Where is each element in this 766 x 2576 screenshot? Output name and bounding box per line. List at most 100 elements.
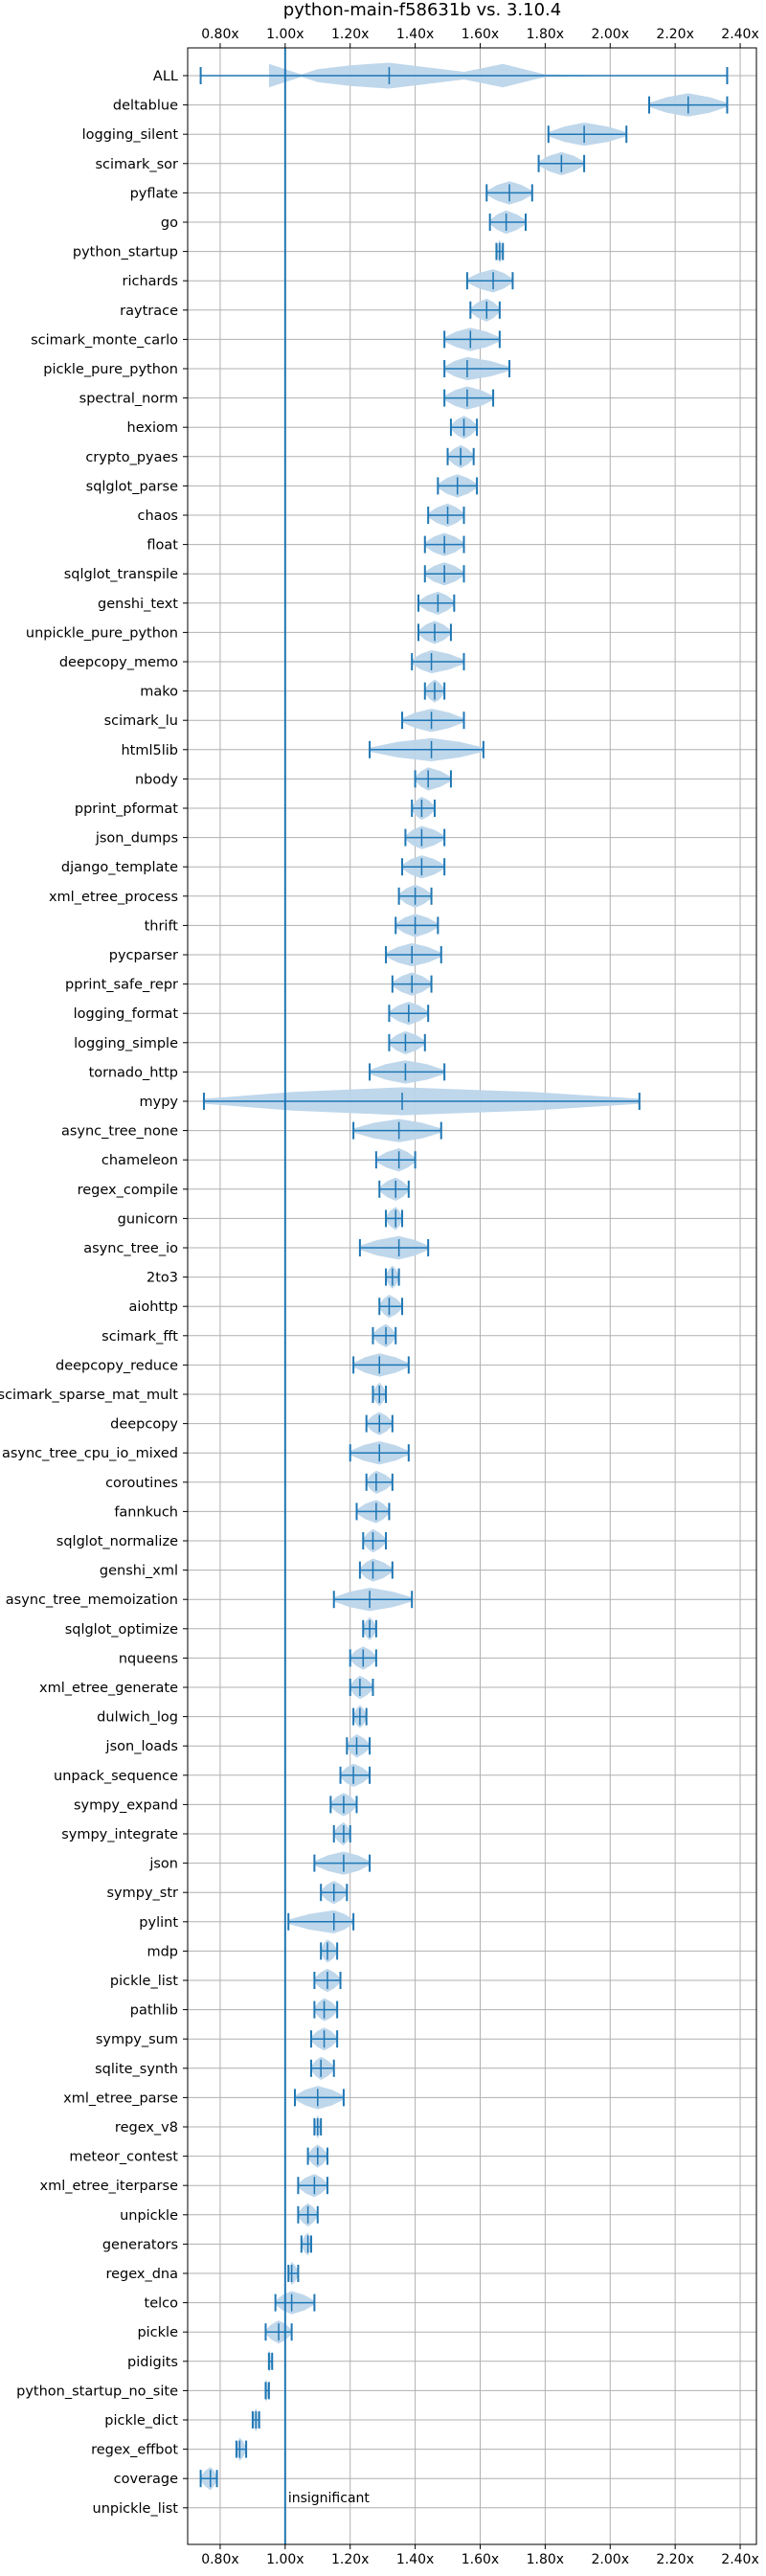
benchmark-label: pycparser — [109, 948, 178, 963]
benchmark-label: async_tree_cpu_io_mixed — [2, 1446, 178, 1461]
benchmark-label: gunicorn — [118, 1211, 178, 1227]
benchmark-label: json — [148, 1857, 178, 1872]
benchmark-label: xml_etree_iterparse — [40, 2179, 179, 2194]
benchmark-label: json_loads — [105, 1739, 178, 1754]
benchmark-label: scimark_sor — [95, 157, 178, 172]
benchmark-label: mdp — [146, 1944, 178, 1959]
benchmark-label: deltablue — [113, 99, 178, 114]
benchmark-label: chaos — [138, 508, 178, 524]
x-tick-label-top: 1.20x — [331, 27, 369, 42]
benchmark-label: deepcopy_reduce — [56, 1358, 178, 1373]
benchmark-label: nqueens — [119, 1651, 178, 1666]
benchmark-label: genshi_xml — [100, 1564, 178, 1579]
benchmark-label: sympy_expand — [74, 1797, 178, 1813]
x-tick-label-top: 2.00x — [592, 27, 629, 42]
benchmark-label: sqlglot_normalize — [56, 1534, 178, 1549]
benchmark-label: logging_silent — [82, 127, 179, 143]
benchmark-label: unpickle_pure_python — [26, 625, 178, 641]
benchmark-label: meteor_contest — [69, 2150, 178, 2165]
benchmark-label: dulwich_log — [97, 1710, 178, 1726]
x-tick-label-bottom: 2.20x — [656, 2552, 693, 2567]
benchmark-label: sqlglot_transpile — [64, 567, 178, 582]
benchmark-label: coverage — [114, 2472, 178, 2487]
x-tick-label-top: 2.20x — [656, 27, 693, 42]
benchmark-label: deepcopy_memo — [59, 655, 178, 670]
benchmark-label: pickle_list — [110, 1974, 178, 1989]
benchmark-label: python_startup — [73, 245, 178, 260]
benchmark-label: pickle — [137, 2325, 178, 2340]
benchmark-label: sympy_str — [107, 1886, 179, 1901]
benchmark-label: spectral_norm — [79, 392, 178, 407]
x-tick-label-bottom: 1.80x — [527, 2552, 564, 2567]
benchmark-label: sympy_sum — [96, 2032, 178, 2047]
benchmark-label: scimark_sparse_mat_mult — [0, 1388, 178, 1403]
x-tick-label-top: 1.60x — [462, 27, 499, 42]
benchmark-label: thrift — [145, 918, 179, 934]
benchmark-label: json_dumps — [95, 831, 178, 847]
benchmark-label: generators — [102, 2237, 178, 2252]
x-tick-label-top: 2.40x — [721, 27, 758, 42]
benchmark-label: scimark_lu — [104, 713, 178, 729]
x-tick-label-bottom: 1.40x — [396, 2552, 434, 2567]
benchmark-label: genshi_text — [98, 597, 178, 612]
benchmark-label: pyflate — [130, 186, 178, 201]
insignificant-annotation: insignificant — [288, 2491, 371, 2506]
benchmark-label: raytrace — [120, 304, 178, 319]
benchmark-label: deepcopy — [110, 1417, 178, 1433]
benchmark-label: tornado_http — [89, 1065, 178, 1080]
x-tick-label-top: 1.40x — [396, 27, 434, 42]
benchmark-label: xml_etree_process — [49, 890, 178, 905]
chart-title: python-main-f58631b vs. 3.10.4 — [283, 0, 561, 20]
benchmark-label: float — [146, 538, 178, 554]
benchmark-label: fannkuch — [114, 1504, 178, 1520]
benchmark-label: pylint — [139, 1915, 178, 1931]
x-tick-label-top: 1.00x — [266, 27, 304, 42]
benchmark-label: unpickle_list — [93, 2501, 179, 2517]
benchmark-label: xml_etree_parse — [63, 2090, 178, 2106]
benchmark-label: coroutines — [105, 1476, 178, 1491]
benchmark-label: mako — [140, 685, 178, 700]
benchmark-label: regex_compile — [78, 1183, 178, 1198]
benchmark-label: html5lib — [121, 743, 178, 758]
benchmark-label: richards — [122, 274, 178, 289]
benchmark-label: hexiom — [127, 420, 178, 436]
benchmark-label: python_startup_no_site — [16, 2384, 178, 2399]
benchmark-label: async_tree_memoization — [6, 1593, 178, 1608]
benchmark-label: scimark_monte_carlo — [31, 332, 178, 348]
x-tick-label-bottom: 0.80x — [201, 2552, 238, 2567]
benchmark-label: pickle_pure_python — [43, 362, 178, 377]
x-tick-label-bottom: 1.00x — [266, 2552, 304, 2567]
x-tick-label-bottom: 1.20x — [331, 2552, 369, 2567]
benchmark-label: regex_v8 — [115, 2120, 178, 2135]
benchmark-label: sqlglot_parse — [86, 479, 178, 494]
plot-frame — [187, 47, 757, 2545]
x-tick-label-bottom: 2.00x — [592, 2552, 629, 2567]
benchmark-label: sqlglot_optimize — [65, 1622, 178, 1638]
benchmark-label: pathlib — [130, 2003, 178, 2019]
benchmark-label: xml_etree_generate — [39, 1681, 178, 1696]
benchmark-label: telco — [145, 2296, 179, 2312]
benchmark-label: sympy_integrate — [61, 1827, 178, 1842]
benchmark-label: django_template — [61, 860, 178, 875]
benchmark-label: chameleon — [101, 1153, 178, 1168]
benchmark-label: 2to3 — [146, 1271, 178, 1286]
benchmark-label: mypy — [140, 1095, 179, 1110]
benchmark-label: scimark_fft — [101, 1329, 178, 1344]
benchmark-label: pickle_dict — [104, 2413, 178, 2429]
benchmark-label: aiohttp — [128, 1299, 178, 1315]
benchmark-label: pidigits — [127, 2355, 178, 2370]
category-labels: ALL deltablue logging_silent scimark_sorpyf… — [0, 69, 178, 2517]
benchmark-label: logging_simple — [74, 1036, 178, 1051]
benchmark-label: crypto_pyaes — [85, 450, 178, 465]
benchmark-label: regex_dna — [105, 2267, 178, 2282]
benchmark-label: unpack_sequence — [54, 1769, 178, 1784]
benchmark-label: logging_format — [74, 1006, 179, 1022]
benchmark-label: async_tree_none — [61, 1124, 178, 1140]
x-tick-label-bottom: 1.60x — [462, 2552, 499, 2567]
x-tick-label-top: 0.80x — [201, 27, 238, 42]
benchmark-label: async_tree_io — [83, 1241, 178, 1256]
x-tick-labels: 0.80x 0.80x 1.00x 1.00x 1.20x 1.20x 1.40x 1.40x… — [183, 27, 759, 2567]
x-tick-label-bottom: 2.40x — [721, 2552, 758, 2567]
benchmark-label: nbody — [135, 772, 178, 787]
